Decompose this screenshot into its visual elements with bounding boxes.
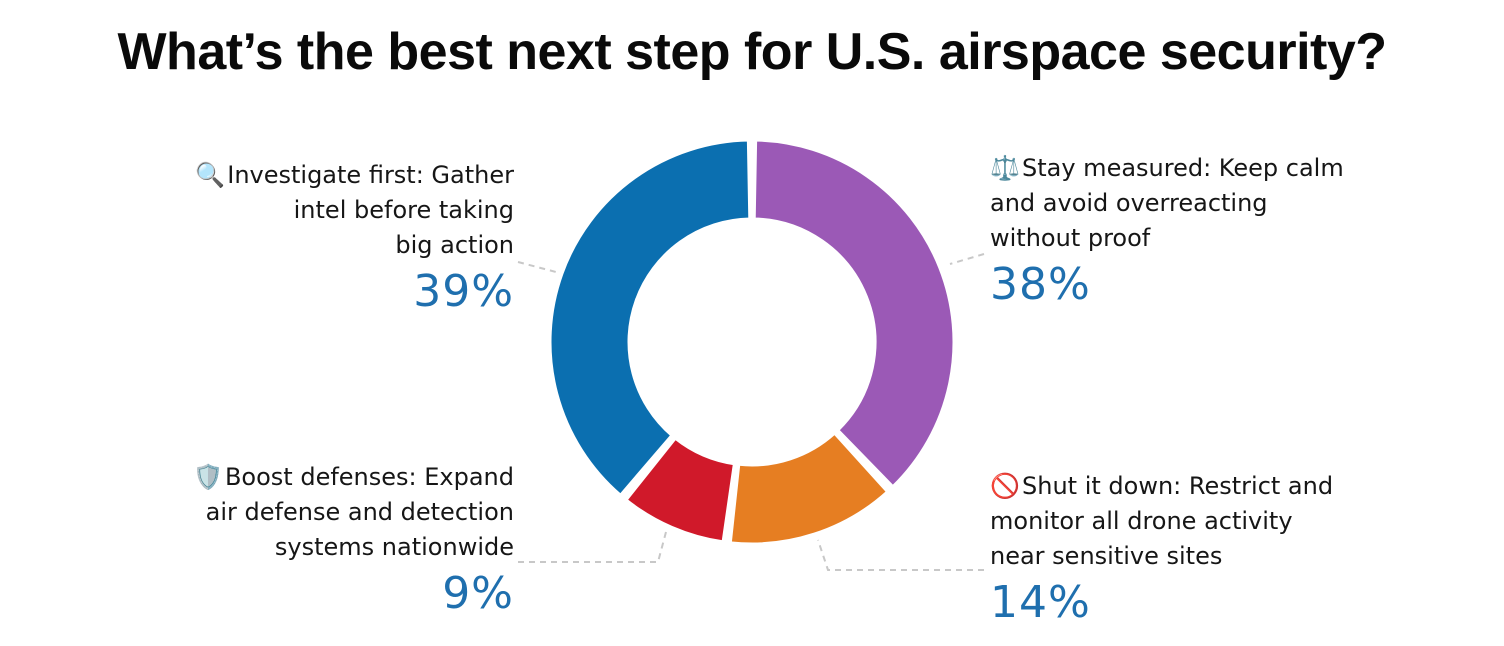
leader-defenses <box>518 531 667 563</box>
slice-shutdown <box>728 431 890 546</box>
leader-shutdown <box>817 539 984 571</box>
label-investigate-line3: big action <box>395 231 514 259</box>
pct-shutdown: 14% <box>990 577 1091 628</box>
label-investigate-text: 🔍Investigate first: Gather intel before … <box>94 158 514 263</box>
balance-scale-icon: ⚖️ <box>990 154 1020 182</box>
label-shutdown-text: 🚫Shut it down: Restrict and monitor all … <box>990 469 1430 574</box>
no-entry-icon: 🚫 <box>990 472 1020 500</box>
label-measured-line3: without proof <box>990 224 1151 252</box>
label-measured-text: ⚖️Stay measured: Keep calm and avoid ove… <box>990 151 1430 256</box>
label-shutdown-line2: monitor all drone activity <box>990 507 1293 535</box>
label-investigate-line2: intel before taking <box>293 196 514 224</box>
label-defenses-text: 🛡️Boost defenses: Expand air defense and… <box>94 460 514 565</box>
label-defenses: 🛡️Boost defenses: Expand air defense and… <box>94 460 514 619</box>
label-investigate-line1: Investigate first: Gather <box>227 161 514 189</box>
leader-measured <box>949 253 985 265</box>
label-investigate: 🔍Investigate first: Gather intel before … <box>94 158 514 317</box>
pct-defenses: 9% <box>442 568 514 619</box>
label-defenses-line3: systems nationwide <box>274 533 514 561</box>
label-defenses-line2: air defense and detection <box>205 498 514 526</box>
label-defenses-line1: Boost defenses: Expand <box>224 463 514 491</box>
label-shutdown-line3: near sensitive sites <box>990 542 1223 570</box>
leader-investigate <box>517 261 557 273</box>
label-shutdown-line1: Shut it down: Restrict and <box>1022 472 1334 500</box>
slice-defenses <box>624 436 736 544</box>
pct-measured: 38% <box>990 259 1091 310</box>
slice-investigate <box>548 138 752 497</box>
shield-icon: 🛡️ <box>192 463 223 491</box>
pct-investigate: 39% <box>413 266 514 317</box>
label-measured: ⚖️Stay measured: Keep calm and avoid ove… <box>990 151 1430 310</box>
label-measured-line2: and avoid overreacting <box>990 189 1268 217</box>
label-measured-line1: Stay measured: Keep calm <box>1022 154 1344 182</box>
chart-title: What’s the best next step for U.S. airsp… <box>117 23 1387 81</box>
slice-measured <box>752 138 956 489</box>
label-shutdown: 🚫Shut it down: Restrict and monitor all … <box>990 469 1430 628</box>
magnifying-glass-icon: 🔍 <box>195 161 226 189</box>
